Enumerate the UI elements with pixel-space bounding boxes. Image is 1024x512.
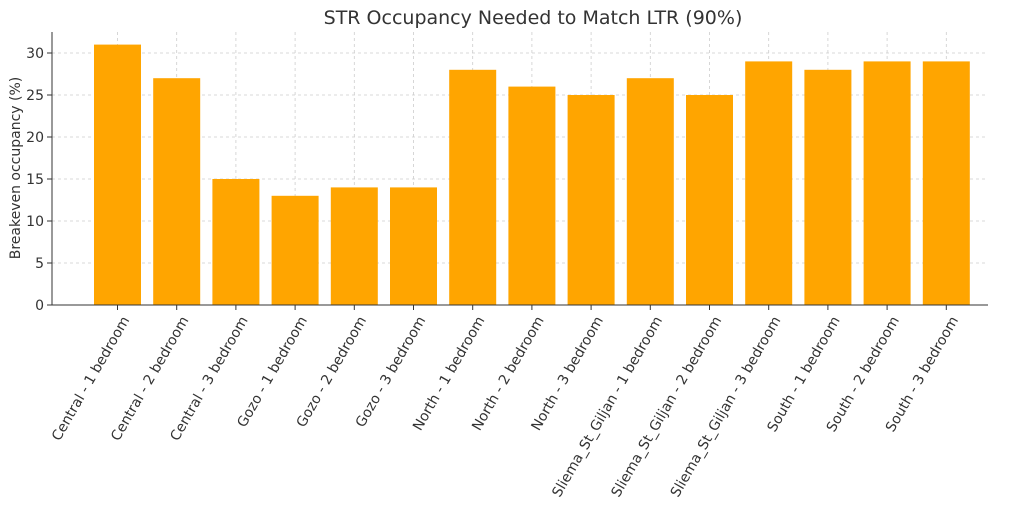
bars-layer	[94, 44, 970, 306]
x-tick-label: Sliema_St_Giljan - 3 bedroom	[668, 314, 785, 500]
chart-title: STR Occupancy Needed to Match LTR (90%)	[324, 7, 743, 29]
axes-layer	[47, 32, 988, 310]
bar-1	[94, 44, 141, 305]
y-tick-label: 15	[26, 172, 44, 188]
bar-7	[449, 69, 497, 305]
y-tick-label: 20	[26, 130, 44, 146]
bar-6	[390, 187, 437, 305]
y-tick-label: 25	[26, 88, 44, 104]
bar-10	[626, 78, 674, 305]
y-tick-label: 5	[35, 256, 44, 272]
y-tick-label: 30	[26, 46, 44, 62]
bar-2	[153, 78, 201, 305]
bar-4	[271, 195, 319, 305]
y-axis-label: Breakeven occupancy (%)	[8, 77, 24, 260]
bar-5	[330, 187, 378, 305]
bar-11	[686, 95, 733, 305]
bar-9	[567, 95, 615, 305]
bar-14	[863, 61, 911, 306]
bar-13	[804, 69, 852, 305]
bar-12	[745, 61, 793, 306]
x-tick-label: Sliema_St_Giljan - 1 bedroom	[549, 314, 666, 500]
bar-15	[922, 61, 970, 306]
y-tick-labels: 0 5 10 15 20 25 30	[26, 46, 44, 314]
y-tick-label: 10	[26, 214, 44, 230]
bar-8	[508, 86, 556, 305]
bar-3	[212, 179, 260, 305]
y-tick-label: 0	[35, 298, 44, 314]
x-tick-label: Sliema_St_Giljan - 2 bedroom	[609, 314, 726, 500]
